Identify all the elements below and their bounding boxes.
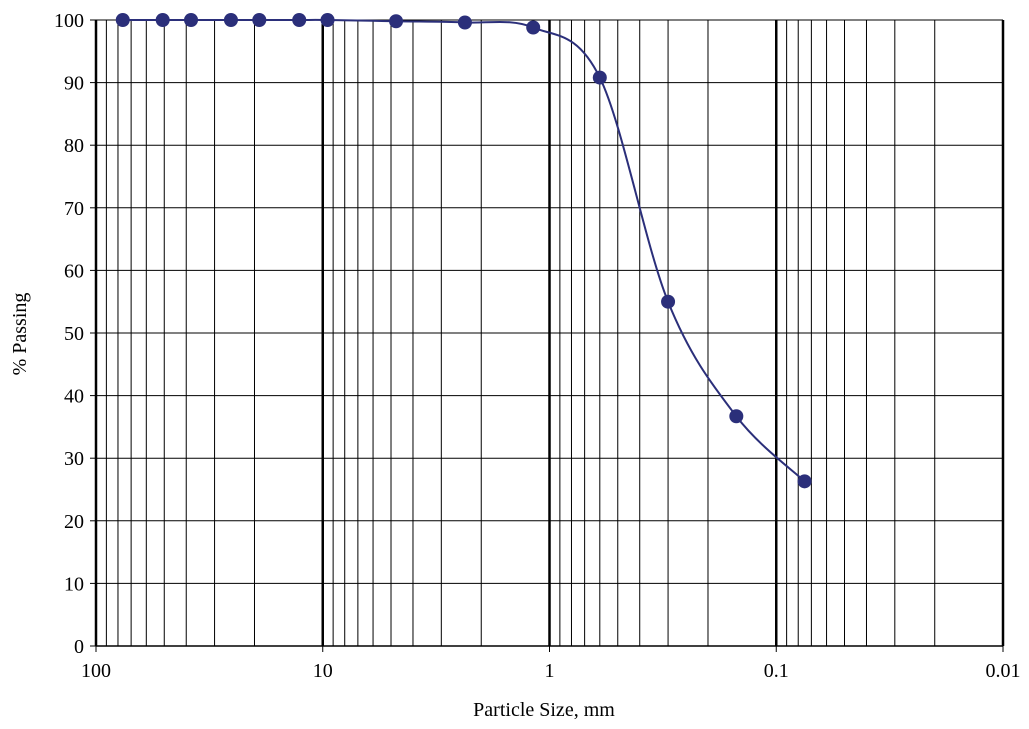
data-point (292, 13, 307, 27)
axes (90, 19, 1004, 652)
data-point (526, 20, 541, 35)
y-tick-label: 30 (64, 448, 84, 470)
tick-labels: 0 10 20 30 40 50 60 70 80 90 100 100 10 1 0.1 0.01 (54, 10, 1021, 682)
data-point (592, 70, 607, 85)
x-axis-title: Particle Size, mm (473, 699, 615, 721)
gridlines (94, 19, 1005, 647)
y-tick-label: 40 (64, 386, 84, 408)
data-point (457, 15, 472, 30)
y-tick-label: 70 (64, 198, 84, 220)
y-tick-label: 100 (54, 10, 84, 32)
data-point (661, 294, 676, 309)
data-point (155, 13, 170, 27)
y-tick-label: 10 (64, 573, 84, 595)
y-tick-label: 50 (64, 323, 84, 345)
data-point (223, 13, 238, 27)
data-series (115, 13, 812, 489)
x-tick-label: 0.1 (764, 660, 789, 682)
data-point (389, 14, 404, 29)
x-tick-label: 10 (313, 660, 333, 682)
y-axis-title: % Passing (9, 293, 31, 376)
data-point (184, 13, 199, 27)
y-tick-label: 20 (64, 511, 84, 533)
series-line (122, 18, 806, 483)
data-point (252, 13, 267, 27)
y-tick-label: 0 (74, 636, 84, 658)
y-tick-label: 60 (64, 260, 84, 282)
x-tick-label: 100 (81, 660, 111, 682)
x-tick-label: 1 (545, 660, 555, 682)
x-tick-label: 0.01 (986, 660, 1021, 682)
data-point (115, 13, 130, 27)
data-point (797, 474, 812, 489)
y-tick-label: 90 (64, 73, 84, 95)
data-point (320, 13, 335, 27)
y-tick-label: 80 (64, 135, 84, 157)
data-point (729, 409, 744, 424)
